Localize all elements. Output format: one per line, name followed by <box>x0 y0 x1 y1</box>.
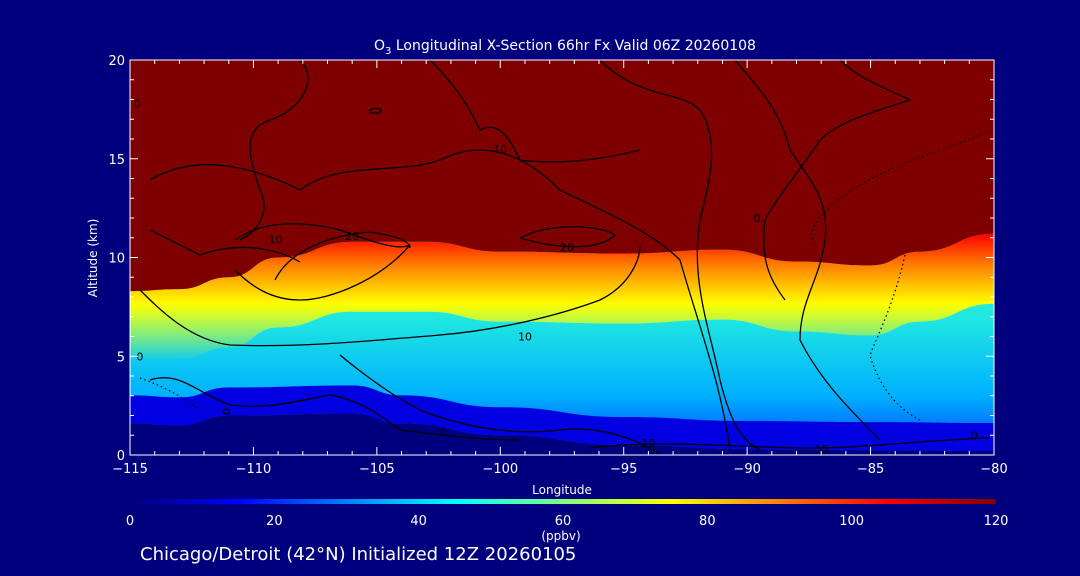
plot-area: 10 20 20 10 10 10 10 0 0 0 0 0 <box>130 60 994 456</box>
contour-label: 0 <box>134 97 141 110</box>
contour-line <box>149 149 731 451</box>
contour-label: 10 <box>518 331 532 344</box>
contour-label: 20 <box>345 230 359 243</box>
x-tick-labels: −115 −110 −105 −100 −95 −90 −85 −80 <box>112 462 1008 477</box>
contour-line <box>599 60 761 451</box>
x-tick-label: −110 <box>236 462 272 477</box>
contour-line <box>234 223 411 301</box>
x-tick-label: −80 <box>980 462 1007 477</box>
footer-caption: Chicago/Detroit (42°N) Initialized 12Z 2… <box>140 544 576 565</box>
colorbar-label: (ppbv) <box>541 529 580 543</box>
title-rest: Longitudinal X-Section 66hr Fx Valid 06Z… <box>391 38 756 54</box>
colorbar <box>130 499 996 504</box>
negative-contour-line <box>139 377 201 411</box>
colorbar-tick-label: 120 <box>984 514 1009 529</box>
contour-line <box>429 60 641 163</box>
contour-label: 10 <box>493 143 507 156</box>
x-tick-label: −95 <box>610 462 637 477</box>
x-tick-label: −85 <box>857 462 884 477</box>
colorbar-tick-label: 100 <box>839 514 864 529</box>
y-tick-label: 10 <box>108 252 125 267</box>
terrain <box>130 413 994 455</box>
y-tick-label: 20 <box>108 54 125 69</box>
contour-label: 0 <box>971 429 978 442</box>
chart-title: O3 Longitudinal X-Section 66hr Fx Valid … <box>374 38 756 57</box>
tropopause-transition-band <box>130 233 994 362</box>
title-subscript: 3 <box>385 46 391 57</box>
contour-labels: 10 20 20 10 10 10 10 0 0 0 0 0 <box>134 97 978 456</box>
contour-line <box>589 437 991 449</box>
contour-label: 20 <box>560 242 574 255</box>
contour-line <box>274 231 411 281</box>
y-tick-label: 0 <box>117 449 125 464</box>
contour-label: 10 <box>641 437 655 450</box>
surface-ozone-field <box>130 385 994 452</box>
colorbar-tick-label: 20 <box>266 514 283 529</box>
y-tick-label: 15 <box>108 153 125 168</box>
contour-line <box>519 226 616 248</box>
colorbar-tick-label: 0 <box>126 514 134 529</box>
contour-line <box>149 229 301 263</box>
negative-contour-line <box>869 254 921 421</box>
y-axis-label: Altitude (km) <box>86 219 100 298</box>
contour-line <box>239 60 309 241</box>
x-tick-label: −90 <box>733 462 760 477</box>
contour-label: 0 <box>136 350 143 363</box>
axis-ticks <box>129 59 995 456</box>
contour-label: 10 <box>814 443 828 456</box>
colorbar-tick-label: 40 <box>410 514 427 529</box>
contour-line <box>222 408 231 415</box>
contour-line <box>763 60 911 301</box>
title-main: O <box>374 38 385 54</box>
x-tick-label: −100 <box>482 462 518 477</box>
x-axis-label: Longitude <box>532 483 592 497</box>
contour-line <box>139 244 641 347</box>
contour-line <box>149 377 521 441</box>
contour-label: 0 <box>440 425 447 438</box>
contour-line <box>368 107 382 114</box>
contour-line <box>339 354 661 455</box>
colorbar-tick-labels: 0 20 40 60 80 100 120 <box>126 514 1009 529</box>
x-tick-label: −105 <box>359 462 395 477</box>
y-tick-labels: 0 5 10 15 20 <box>108 54 125 464</box>
contour-line <box>734 60 881 441</box>
y-tick-label: 5 <box>117 350 125 365</box>
x-tick-label: −115 <box>112 462 148 477</box>
contour-label: 10 <box>269 234 283 247</box>
colorbar-tick-label: 80 <box>699 514 716 529</box>
contour-lines <box>139 60 991 455</box>
colorbar-tick-label: 60 <box>555 514 572 529</box>
contour-label: 0 <box>754 212 761 225</box>
